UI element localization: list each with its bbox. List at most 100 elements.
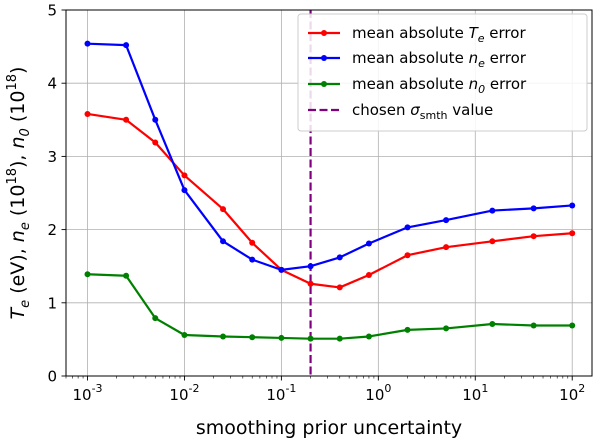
data-point <box>278 334 285 341</box>
legend-text-part: value <box>448 101 494 119</box>
data-point <box>181 332 188 339</box>
legend-subscript: smth <box>420 109 448 122</box>
data-point <box>443 217 450 224</box>
x-tick-base: 10 <box>559 386 578 404</box>
data-point <box>336 335 343 342</box>
data-point <box>307 335 314 342</box>
x-tick-base: 10 <box>365 386 384 404</box>
x-ticks: 10-3 10-2 10-1 100 101 102 <box>72 376 585 404</box>
series-0 <box>84 110 576 291</box>
legend-box <box>297 13 588 132</box>
x-tick-base: 10 <box>169 386 188 404</box>
y-label-subscript: 0 <box>18 128 33 136</box>
y-label-symbol: T <box>7 306 29 319</box>
data-point <box>307 263 314 270</box>
data-point <box>152 315 159 322</box>
legend-text-part: error <box>485 49 527 67</box>
legend-symbol: n <box>469 49 479 67</box>
x-tick-exponent: 0 <box>384 382 391 395</box>
data-point <box>123 116 130 123</box>
y-label-superscript: 18 <box>5 168 20 185</box>
data-point <box>123 42 130 49</box>
data-point <box>489 321 496 328</box>
legend-label: mean absolute Te error <box>352 24 526 45</box>
x-axis-label: smoothing prior uncertainty <box>196 417 462 439</box>
data-point <box>530 205 537 212</box>
y-tick-label: 2 <box>47 221 57 239</box>
data-point <box>365 333 372 340</box>
data-point <box>569 230 576 237</box>
legend-marker <box>321 55 327 61</box>
y-label-symbol: n <box>7 230 29 242</box>
data-point <box>489 238 496 245</box>
y-tick-label: 4 <box>47 75 57 93</box>
x-tick-label: 10-1 <box>266 382 296 404</box>
data-point <box>220 206 227 213</box>
legend-marker <box>321 30 327 36</box>
data-point <box>569 202 576 209</box>
y-axis-label: Te (eV), ne (1018), n0 (1018) <box>5 67 33 320</box>
y-ticks: 0 1 2 3 4 5 <box>47 2 66 386</box>
x-tick-base: 10 <box>72 386 91 404</box>
data-point <box>84 40 91 47</box>
data-point <box>249 239 256 246</box>
data-point <box>84 271 91 278</box>
legend-subscript: 0 <box>478 83 485 96</box>
x-tick-exponent: 1 <box>481 382 488 395</box>
y-tick-label: 5 <box>47 2 57 20</box>
data-point <box>307 280 314 287</box>
data-point <box>530 322 537 329</box>
y-label-text: (10 <box>7 185 29 223</box>
x-tick-base: 10 <box>266 386 285 404</box>
legend-label: mean absolute n0 error <box>352 75 527 96</box>
legend-symbol: n <box>469 75 479 93</box>
series-2 <box>84 271 576 342</box>
data-point <box>336 284 343 291</box>
data-point <box>152 116 159 123</box>
legend-text-part: mean absolute <box>352 24 469 42</box>
legend-label: chosen σsmth value <box>352 101 493 122</box>
x-tick-label: 10-2 <box>169 382 199 404</box>
y-label-subscript: e <box>18 222 33 230</box>
data-point <box>489 207 496 214</box>
data-point <box>443 325 450 332</box>
y-tick-label: 1 <box>47 294 57 312</box>
y-label-text: (10 <box>7 91 29 129</box>
data-point <box>181 172 188 179</box>
x-tick-label: 10-3 <box>72 382 102 404</box>
x-tick-label: 102 <box>559 382 585 404</box>
data-point <box>278 266 285 273</box>
legend-subscript: e <box>478 57 485 70</box>
data-point <box>249 256 256 263</box>
legend-subscript: e <box>478 32 485 45</box>
data-point <box>181 187 188 194</box>
series-1 <box>84 40 576 273</box>
plot-frame <box>65 9 593 377</box>
data-point <box>152 139 159 146</box>
data-point <box>249 334 256 341</box>
legend-text-part: chosen <box>352 101 410 119</box>
data-point <box>443 244 450 251</box>
legend-symbol: σ <box>410 101 420 119</box>
x-tick-exponent: -3 <box>92 382 103 395</box>
x-tick-label: 100 <box>365 382 391 404</box>
legend-symbol: T <box>469 24 480 42</box>
legend-text-part: mean absolute <box>352 49 469 67</box>
y-label-superscript: 18 <box>5 74 20 91</box>
data-point <box>123 272 130 279</box>
x-minor-ticks <box>65 376 569 379</box>
data-point <box>569 322 576 329</box>
data-point <box>365 240 372 247</box>
x-tick-label: 101 <box>462 382 488 404</box>
legend-marker <box>321 81 327 87</box>
y-tick-label: 0 <box>47 368 57 386</box>
data-point <box>404 224 411 231</box>
x-tick-exponent: 2 <box>578 382 585 395</box>
y-label-text: ), <box>7 148 29 168</box>
y-label-subscript: e <box>18 300 33 308</box>
y-label-text: ) <box>7 67 29 74</box>
data-point <box>336 254 343 261</box>
y-tick-label: 3 <box>47 148 57 166</box>
